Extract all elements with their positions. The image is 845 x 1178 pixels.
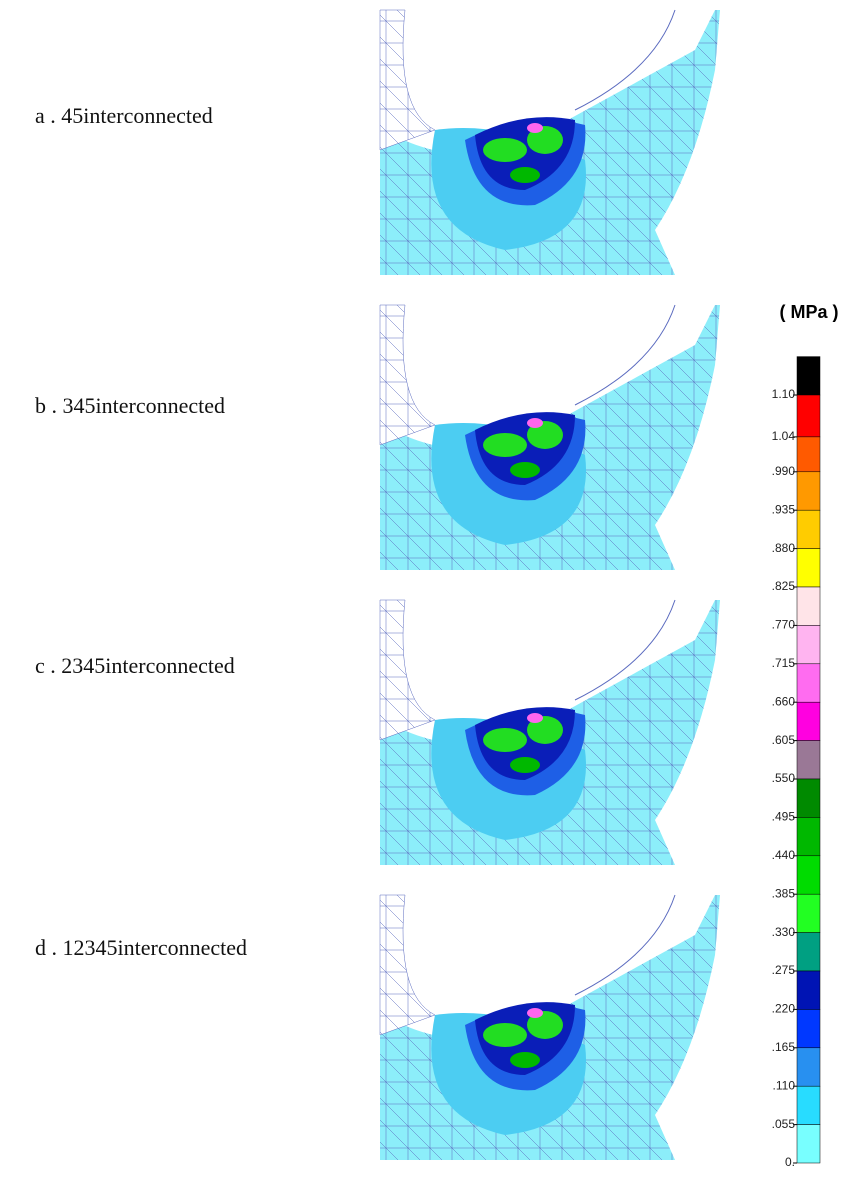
color-band xyxy=(797,472,820,510)
tick-label: .660 xyxy=(772,694,796,708)
color-band xyxy=(797,587,820,625)
color-band xyxy=(797,971,820,1009)
tick-label: .110 xyxy=(773,1078,796,1092)
color-band xyxy=(797,549,820,587)
tick-label: .990 xyxy=(772,464,796,478)
tick-label: .935 xyxy=(772,502,796,516)
tick-label: 1.04 xyxy=(772,429,796,443)
fe-image xyxy=(380,10,720,275)
color-band xyxy=(797,856,820,894)
fe-image xyxy=(380,600,720,865)
tick-label: .770 xyxy=(772,618,796,632)
figure: ( MPa ) a . 45interconnected b . 345inter… xyxy=(0,0,845,1178)
tick-label: 0. xyxy=(785,1155,795,1169)
color-band xyxy=(797,1125,820,1163)
tick-label: .495 xyxy=(772,810,796,824)
color-band xyxy=(797,702,820,740)
panel-label: a . 45interconnected xyxy=(35,103,213,128)
color-band xyxy=(797,395,820,437)
color-band xyxy=(797,1009,820,1047)
tick-label: .055 xyxy=(772,1117,796,1131)
fe-image xyxy=(380,895,720,1160)
fe-image xyxy=(380,305,720,570)
tick-label: .880 xyxy=(772,541,796,555)
color-band xyxy=(797,664,820,702)
panel-label: c . 2345interconnected xyxy=(35,653,235,678)
panel-label: b . 345interconnected xyxy=(35,393,225,418)
color-band xyxy=(797,510,820,548)
panel-label: d . 12345interconnected xyxy=(35,935,247,960)
color-band xyxy=(797,437,820,472)
color-band xyxy=(797,894,820,932)
color-band xyxy=(797,817,820,855)
tick-label: .715 xyxy=(772,656,796,670)
color-band xyxy=(797,779,820,817)
color-band xyxy=(797,1086,820,1124)
color-band xyxy=(797,357,820,395)
tick-label: .825 xyxy=(772,579,796,593)
tick-label: .385 xyxy=(772,886,796,900)
tick-label: .165 xyxy=(772,1040,796,1054)
tick-label: .275 xyxy=(772,963,796,977)
color-band xyxy=(797,933,820,971)
tick-label: .605 xyxy=(772,733,796,747)
tick-label: .440 xyxy=(772,848,796,862)
color-band xyxy=(797,741,820,779)
tick-label: .220 xyxy=(772,1002,796,1016)
legend-unit: ( MPa ) xyxy=(779,302,838,322)
color-band xyxy=(797,1048,820,1086)
tick-label: 1.10 xyxy=(772,387,796,401)
color-band xyxy=(797,625,820,663)
tick-label: .550 xyxy=(772,771,796,785)
tick-label: .330 xyxy=(772,925,796,939)
